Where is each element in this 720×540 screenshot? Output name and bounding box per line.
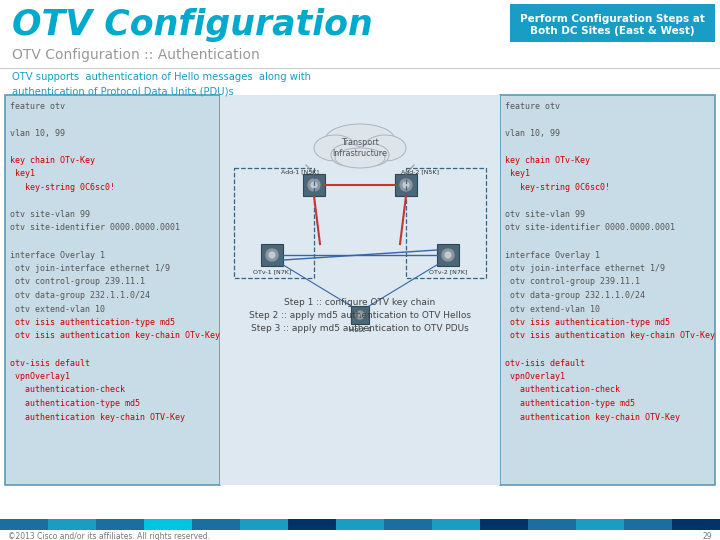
Text: otv control-group 239.11.1: otv control-group 239.11.1	[505, 278, 640, 287]
Text: otv site-identifier 0000.0000.0001: otv site-identifier 0000.0000.0001	[10, 224, 180, 233]
Text: key chain OTv-Key: key chain OTv-Key	[505, 156, 590, 165]
Bar	[351, 306, 369, 324]
Text: OTV Configuration: OTV Configuration	[12, 8, 373, 42]
Bar	[303, 174, 325, 196]
Text: interface Overlay 1: interface Overlay 1	[505, 251, 600, 260]
Text: otv data-group 232.1.1.0/24: otv data-group 232.1.1.0/24	[505, 291, 645, 300]
Text: otv control-group 239.11.1: otv control-group 239.11.1	[10, 278, 145, 287]
Text: authentication-check: authentication-check	[10, 386, 125, 395]
Ellipse shape	[355, 144, 389, 166]
Circle shape	[358, 313, 362, 317]
Text: otv-isis default: otv-isis default	[10, 359, 90, 368]
Circle shape	[268, 251, 276, 259]
Text: otv isis authentication key-chain OTv-Key: otv isis authentication key-chain OTv-Ke…	[505, 332, 715, 341]
Circle shape	[441, 248, 455, 262]
Bar	[406, 168, 486, 278]
Bar	[336, 519, 384, 530]
Text: key1: key1	[505, 170, 530, 179]
Text: OTV Configuration :: Authentication: OTV Configuration :: Authentication	[12, 48, 260, 62]
Bar	[144, 519, 192, 530]
Text: OTv-1 [N7K]: OTv-1 [N7K]	[253, 269, 291, 274]
Bar	[432, 519, 480, 530]
Circle shape	[444, 251, 452, 259]
Bar	[672, 519, 719, 530]
Text: Add-1 [N5K]: Add-1 [N5K]	[281, 169, 319, 174]
Text: key-string 0C6sc0!: key-string 0C6sc0!	[505, 183, 610, 192]
Text: Host 4: Host 4	[348, 327, 372, 333]
Text: vpnOverlay1: vpnOverlay1	[10, 372, 70, 381]
Text: vlan 10, 99: vlan 10, 99	[10, 129, 65, 138]
Text: authentication key-chain OTV-Key: authentication key-chain OTV-Key	[505, 413, 680, 422]
Text: key1: key1	[10, 170, 35, 179]
Text: OTV supports  authentication of Hello messages  along with
authentication of Pro: OTV supports authentication of Hello mes…	[12, 72, 311, 96]
Bar	[384, 519, 431, 530]
Bar	[510, 4, 715, 42]
Circle shape	[399, 178, 413, 192]
Text: authentication-check: authentication-check	[505, 386, 620, 395]
Text: authentication-type md5: authentication-type md5	[10, 399, 140, 408]
Text: OTv-2 [N7K]: OTv-2 [N7K]	[428, 269, 467, 274]
Text: otv site-vlan 99: otv site-vlan 99	[505, 210, 585, 219]
Circle shape	[310, 181, 318, 189]
Circle shape	[402, 181, 410, 189]
Text: otv data-group 232.1.1.0/24: otv data-group 232.1.1.0/24	[10, 291, 150, 300]
Text: otv join-interface ethernet 1/9: otv join-interface ethernet 1/9	[505, 264, 665, 273]
Bar	[624, 519, 672, 530]
Bar	[576, 519, 624, 530]
Bar	[500, 95, 715, 485]
Text: interface Overlay 1: interface Overlay 1	[10, 251, 105, 260]
Bar	[437, 244, 459, 266]
Bar	[234, 168, 314, 278]
Text: otv isis authentication-type md5: otv isis authentication-type md5	[505, 318, 670, 327]
Text: otv extend-vlan 10: otv extend-vlan 10	[10, 305, 105, 314]
Text: Step 3 :: apply md5 authentication to OTV PDUs: Step 3 :: apply md5 authentication to OT…	[251, 324, 469, 333]
Text: key chain OTv-Key: key chain OTv-Key	[10, 156, 95, 165]
Circle shape	[307, 178, 321, 192]
Text: Transport
Infrastructure: Transport Infrastructure	[333, 138, 387, 158]
Ellipse shape	[314, 135, 356, 161]
Bar	[395, 174, 417, 196]
Text: Step 1 :: configure OTV key chain: Step 1 :: configure OTV key chain	[284, 298, 436, 307]
Bar	[0, 519, 48, 530]
Ellipse shape	[364, 135, 406, 161]
Bar	[288, 519, 336, 530]
Text: feature otv: feature otv	[505, 102, 560, 111]
Text: otv site-identifier 0000.0000.0001: otv site-identifier 0000.0000.0001	[505, 224, 675, 233]
Bar	[480, 519, 528, 530]
Text: Both DC Sites (East & West): Both DC Sites (East & West)	[530, 26, 694, 36]
Circle shape	[265, 248, 279, 262]
Text: ©2013 Cisco and/or its affiliates. All rights reserved.: ©2013 Cisco and/or its affiliates. All r…	[8, 532, 210, 540]
Text: key-string 0C6sc0!: key-string 0C6sc0!	[10, 183, 115, 192]
Text: authentication key-chain OTV-Key: authentication key-chain OTV-Key	[10, 413, 185, 422]
Text: otv-isis default: otv-isis default	[505, 359, 585, 368]
Bar	[96, 519, 143, 530]
Ellipse shape	[325, 124, 395, 156]
Ellipse shape	[335, 148, 385, 168]
Text: 29: 29	[703, 532, 712, 540]
Text: Step 2 :: apply md5 authentication to OTV Hellos: Step 2 :: apply md5 authentication to OT…	[249, 311, 471, 320]
Bar	[528, 519, 575, 530]
Ellipse shape	[331, 144, 365, 166]
Text: authentication-type md5: authentication-type md5	[505, 399, 635, 408]
Text: otv extend-vlan 10: otv extend-vlan 10	[505, 305, 600, 314]
Text: vlan 10, 99: vlan 10, 99	[505, 129, 560, 138]
Text: otv site-vlan 99: otv site-vlan 99	[10, 210, 90, 219]
Text: Perform Configuration Steps at: Perform Configuration Steps at	[520, 14, 704, 24]
Bar	[220, 95, 500, 485]
Bar	[261, 244, 283, 266]
Bar	[48, 519, 96, 530]
Text: otv join-interface ethernet 1/9: otv join-interface ethernet 1/9	[10, 264, 170, 273]
Text: feature otv: feature otv	[10, 102, 65, 111]
Circle shape	[355, 310, 365, 320]
Bar	[5, 95, 220, 485]
Text: Add-2 [N5K]: Add-2 [N5K]	[401, 169, 439, 174]
Text: otv isis authentication key-chain OTv-Key: otv isis authentication key-chain OTv-Ke…	[10, 332, 220, 341]
Text: otv isis authentication-type md5: otv isis authentication-type md5	[10, 318, 175, 327]
Bar	[192, 519, 240, 530]
Bar	[240, 519, 287, 530]
Text: vpnOverlay1: vpnOverlay1	[505, 372, 565, 381]
